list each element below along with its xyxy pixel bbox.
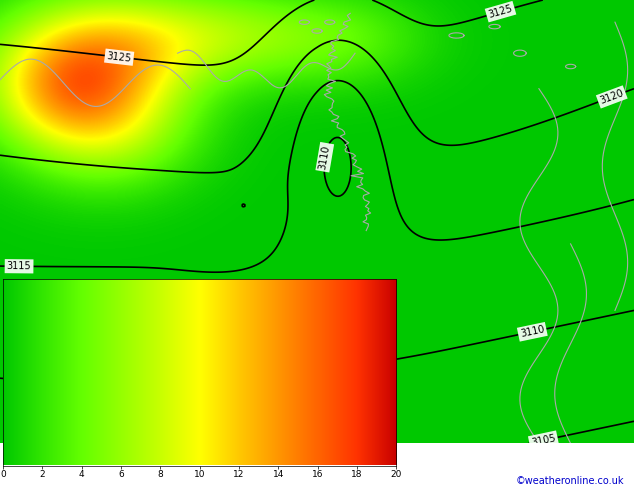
Text: 3115: 3115 bbox=[7, 261, 32, 271]
Text: ©weatheronline.co.uk: ©weatheronline.co.uk bbox=[516, 476, 624, 486]
Text: 3125: 3125 bbox=[488, 3, 514, 20]
Text: 3120: 3120 bbox=[598, 88, 625, 106]
Text: Height 10 hPa Spread mean+0 [gpdm] GFS ENS   We 25-09-2024 12:00 UTC (06+30): Height 10 hPa Spread mean+0 [gpdm] GFS E… bbox=[3, 446, 373, 455]
Text: 3105: 3105 bbox=[531, 433, 557, 448]
Text: 3110: 3110 bbox=[519, 324, 545, 339]
Text: 3125: 3125 bbox=[107, 51, 132, 64]
Text: 3110: 3110 bbox=[318, 144, 332, 170]
